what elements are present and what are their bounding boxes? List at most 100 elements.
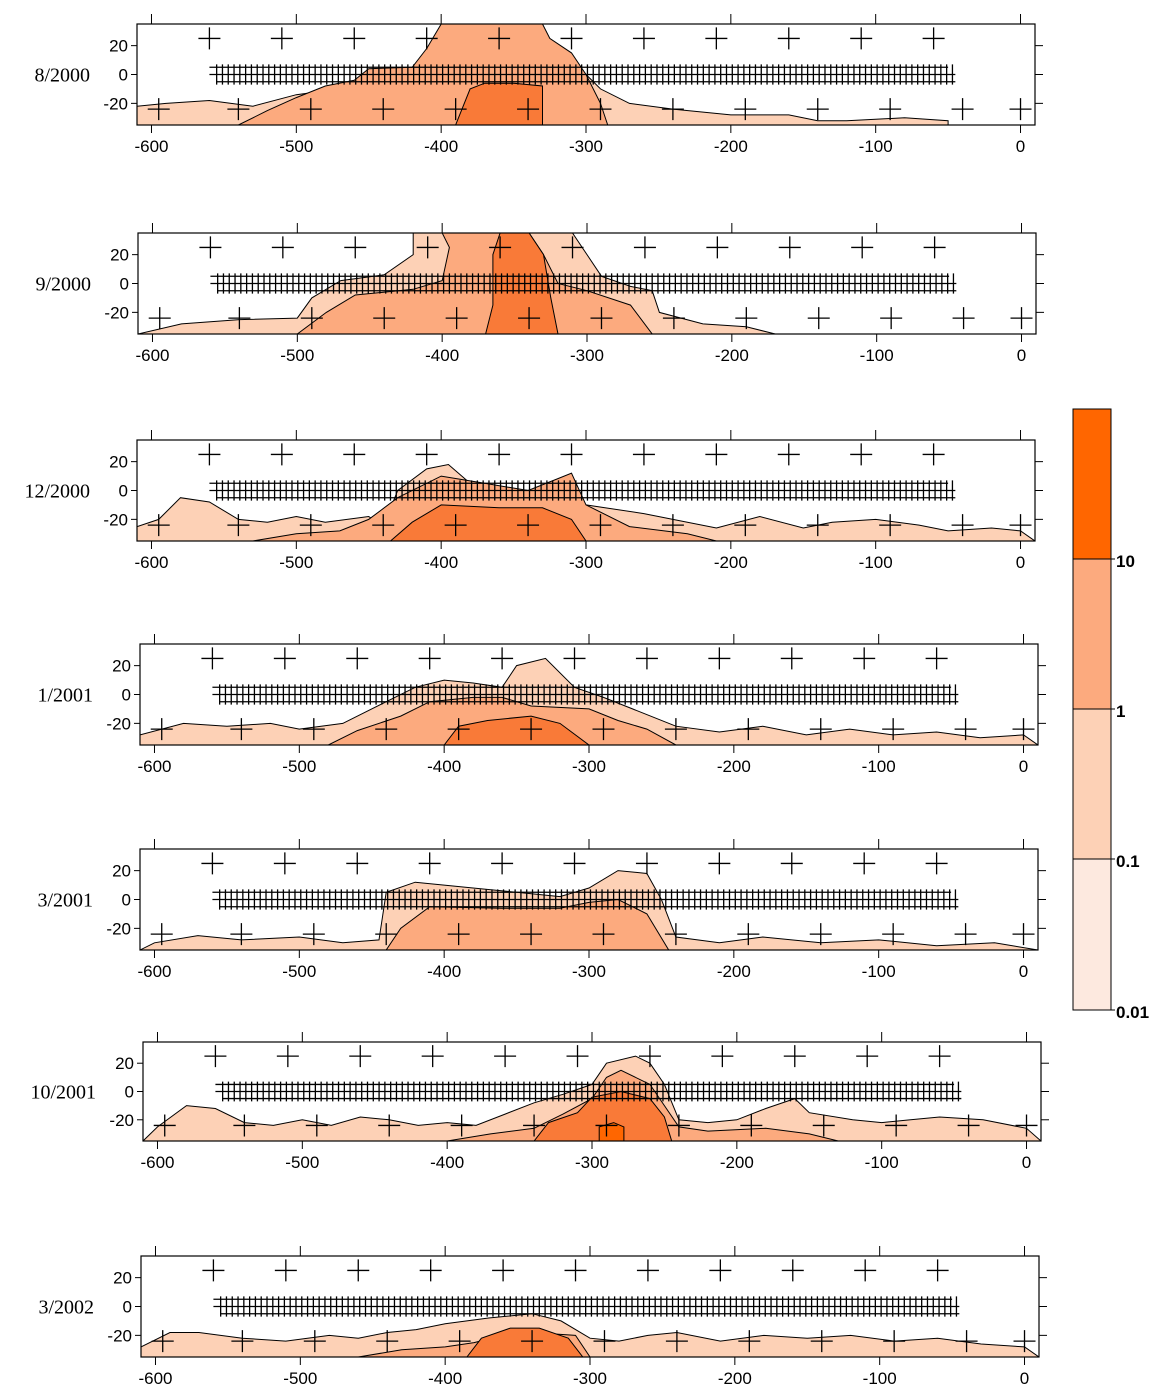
station-cross [276,1045,299,1068]
station-cross [850,27,873,50]
station-cross [880,307,903,330]
station-cross [632,443,655,466]
station-cross [230,718,253,741]
station-cross [879,98,902,121]
station-cross [708,647,731,670]
x-tick-label: -500 [279,137,313,156]
station-cross [810,1330,833,1353]
panel-5: -600 -500 -400 -300 -200 -100 0 20 0 -20 3/2001 [37,839,1046,981]
station-cross [780,647,803,670]
sample-markers [151,1259,1036,1353]
station-cross [954,923,977,946]
station-cross [560,443,583,466]
station-cross [589,98,612,121]
x-tick-label: -300 [569,553,603,572]
x-tick-label: -600 [134,137,168,156]
x-tick-label: -300 [569,137,603,156]
station-cross [198,27,221,50]
station-cross [201,647,224,670]
plot-area [137,24,1032,125]
x-tick-label: -100 [862,962,896,981]
station-cross [661,514,684,537]
station-cross [737,718,760,741]
station-cross [418,647,441,670]
y-tick-label: 20 [115,1054,134,1073]
station-cross [523,1114,546,1137]
y-tick-label: 0 [123,1298,132,1317]
x-tick-label: -400 [427,757,461,776]
station-cross [491,647,514,670]
station-cross [517,98,540,121]
station-cross [492,1259,515,1282]
period-label: 12/2000 [24,481,90,503]
station-cross [447,923,470,946]
y-tick-label: 20 [110,246,129,265]
station-cross [925,852,948,875]
station-cross [879,514,902,537]
x-tick-label: -200 [715,346,749,365]
x-tick-label: -100 [862,757,896,776]
station-cross [809,923,832,946]
station-cross [951,98,974,121]
station-cross [416,236,439,259]
station-cross [153,1114,176,1137]
station-cross [807,307,830,330]
station-cross [147,98,170,121]
x-tick-label: -100 [859,137,893,156]
station-cross [270,443,293,466]
station-cross [347,1259,370,1282]
x-tick-label: -200 [717,757,751,776]
x-tick-label: -100 [863,1369,897,1388]
station-cross [343,27,366,50]
sample-markers [150,647,1035,741]
station-cross [372,98,395,121]
x-tick-label: -300 [572,757,606,776]
station-cross [372,514,395,537]
x-tick-label: -200 [714,137,748,156]
station-cross [777,27,800,50]
station-cross [856,1045,879,1068]
station-cross [735,307,758,330]
station-cross [734,98,757,121]
y-tick-label: -20 [106,714,131,733]
period-label: 1/2001 [37,685,93,707]
y-tick-label: 0 [119,66,128,85]
station-cross [706,236,729,259]
x-tick-label: 0 [1017,346,1026,365]
x-tick-label: -200 [718,1369,752,1388]
station-cross [734,514,757,537]
station-cross [302,923,325,946]
station-cross [421,1045,444,1068]
station-cross [300,307,323,330]
station-cross [1015,1114,1038,1137]
x-tick-label: -400 [430,1153,464,1172]
station-cross [780,852,803,875]
station-cross [922,443,945,466]
panel-1: -600 -500 -400 -300 -200 -100 0 20 0 -20 8/2000 [34,14,1043,156]
station-cross [444,514,467,537]
station-cross [809,718,832,741]
station-cross [561,236,584,259]
station-cross [202,1259,225,1282]
station-cross [518,307,541,330]
station-cross [520,923,543,946]
y-tick-label: 0 [125,1083,134,1102]
station-cross [664,923,687,946]
y-tick-label: 0 [119,482,128,501]
station-cross [590,307,613,330]
panel-7: -600 -500 -400 -300 -200 -100 0 20 0 -20 3/2002 [38,1246,1047,1388]
x-tick-label: -600 [137,962,171,981]
station-cross [705,443,728,466]
station-cross [705,27,728,50]
y-tick-label: -20 [107,1326,132,1345]
station-cross [204,1045,227,1068]
transect-line [212,891,959,908]
station-cross [564,1259,587,1282]
period-label: 10/2001 [30,1082,96,1104]
station-cross [517,514,540,537]
station-cross [228,307,251,330]
y-tick-label: 20 [109,453,128,472]
station-cross [1012,718,1035,741]
x-tick-label: 0 [1019,962,1028,981]
station-cross [592,923,615,946]
